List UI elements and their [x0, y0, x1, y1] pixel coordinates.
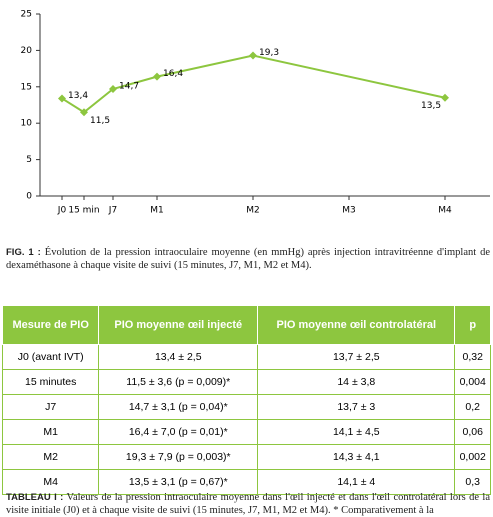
cell: M2: [1, 444, 100, 470]
x-tick-label: M3: [342, 206, 356, 216]
x-tick-label: J0: [57, 206, 67, 216]
row: J0 (avant IVT) 13,4 ± 2,5 13,7 ± 2,5 0,32: [1, 344, 491, 370]
caption-label: FIG. 1 :: [6, 247, 41, 258]
chart: 0 5 10 15 20 25 J0 15 min J7 M1 M2 M3 M4 13,4 11,5 14,7…: [21, 10, 490, 216]
cell: 14,1 ± 4,5: [257, 419, 456, 445]
marker: [80, 108, 88, 117]
marker: [249, 51, 257, 60]
cell: J0 (avant IVT): [1, 344, 100, 370]
row: M4 13,5 ± 3,1 (p = 0,67)* 14,1 ± 4 0,3: [1, 469, 491, 495]
x-tick-label: M2: [246, 206, 260, 216]
y-tick-label: 25: [21, 10, 32, 20]
x-tick-label: 15 min: [68, 206, 99, 216]
y-tick-label: 10: [21, 119, 33, 129]
x-tick-label: M4: [438, 206, 452, 216]
y-tick-label: 15: [21, 82, 32, 92]
cell: J7: [1, 394, 100, 420]
data-label: 16,4: [163, 69, 183, 79]
header-cell: p: [454, 305, 491, 345]
data-label: 19,3: [259, 48, 279, 58]
header-cell: PIO moyenne œil injecté: [98, 305, 259, 345]
cell: M1: [1, 419, 100, 445]
cell: 14,7 ± 3,1 (p = 0,04)*: [98, 394, 259, 420]
x-tick-label: J7: [108, 206, 117, 216]
data-label: 13,4: [68, 91, 88, 101]
y-tick-label: 0: [26, 192, 32, 202]
cell: 0,004: [454, 369, 491, 395]
data-label: 14,7: [119, 81, 139, 91]
cell: 0,3: [454, 469, 491, 495]
header-cell: Mesure de PIO: [1, 305, 100, 345]
cell: 13,7 ± 3: [257, 394, 456, 420]
marker: [153, 72, 161, 81]
y-tick-label: 5: [26, 155, 32, 165]
cell: 13,5 ± 3,1 (p = 0,67)*: [98, 469, 259, 495]
cell: 14 ± 3,8: [257, 369, 456, 395]
marker: [441, 93, 449, 102]
cell: 13,4 ± 2,5: [98, 344, 259, 370]
marker: [109, 84, 117, 93]
cell: 0,32: [454, 344, 491, 370]
table: Mesure de PIO PIO moyenne œil injecté PIO …: [1, 305, 491, 495]
figure-caption: FIG. 1 : Évolution de la pression intrao…: [6, 246, 490, 272]
cell: 19,3 ± 7,9 (p = 0,003)*: [98, 444, 259, 470]
row: M1 16,4 ± 7,0 (p = 0,01)* 14,1 ± 4,5 0,06: [1, 419, 491, 445]
header-cell: PIO moyenne œil controlatéral: [257, 305, 456, 345]
cell: 14,3 ± 4,1: [257, 444, 456, 470]
caption-text: Valeurs de la pression intraoculaire moy…: [6, 492, 490, 516]
data-label: 11,5: [90, 116, 110, 126]
cell: 15 minutes: [1, 369, 100, 395]
caption-text: Évolution de la pression intraoculaire m…: [6, 247, 491, 271]
line: [61, 54, 446, 114]
table-caption: TABLEAU I : Valeurs de la pression intra…: [6, 491, 490, 517]
cell: 16,4 ± 7,0 (p = 0,01)*: [98, 419, 259, 445]
data-label: 13,5: [421, 101, 441, 111]
cell: 13,7 ± 2,5: [257, 344, 456, 370]
row: 15 minutes 11,5 ± 3,6 (p = 0,009)* 14 ± 3,…: [1, 369, 491, 395]
cell: 11,5 ± 3,6 (p = 0,009)*: [98, 369, 259, 395]
cell: 0,2: [454, 394, 491, 420]
cell: 14,1 ± 4: [257, 469, 456, 495]
x-tick-label: M1: [150, 206, 164, 216]
caption-label: TABLEAU I :: [6, 492, 64, 503]
y-tick-label: 20: [21, 46, 33, 56]
marker: [58, 94, 66, 103]
cell: 0,002: [454, 444, 491, 470]
row: J7 14,7 ± 3,1 (p = 0,04)* 13,7 ± 3 0,2: [1, 394, 491, 420]
cell: M4: [1, 469, 100, 495]
row: M2 19,3 ± 7,9 (p = 0,003)* 14,3 ± 4,1 0,002: [1, 444, 491, 470]
cell: 0,06: [454, 419, 491, 445]
